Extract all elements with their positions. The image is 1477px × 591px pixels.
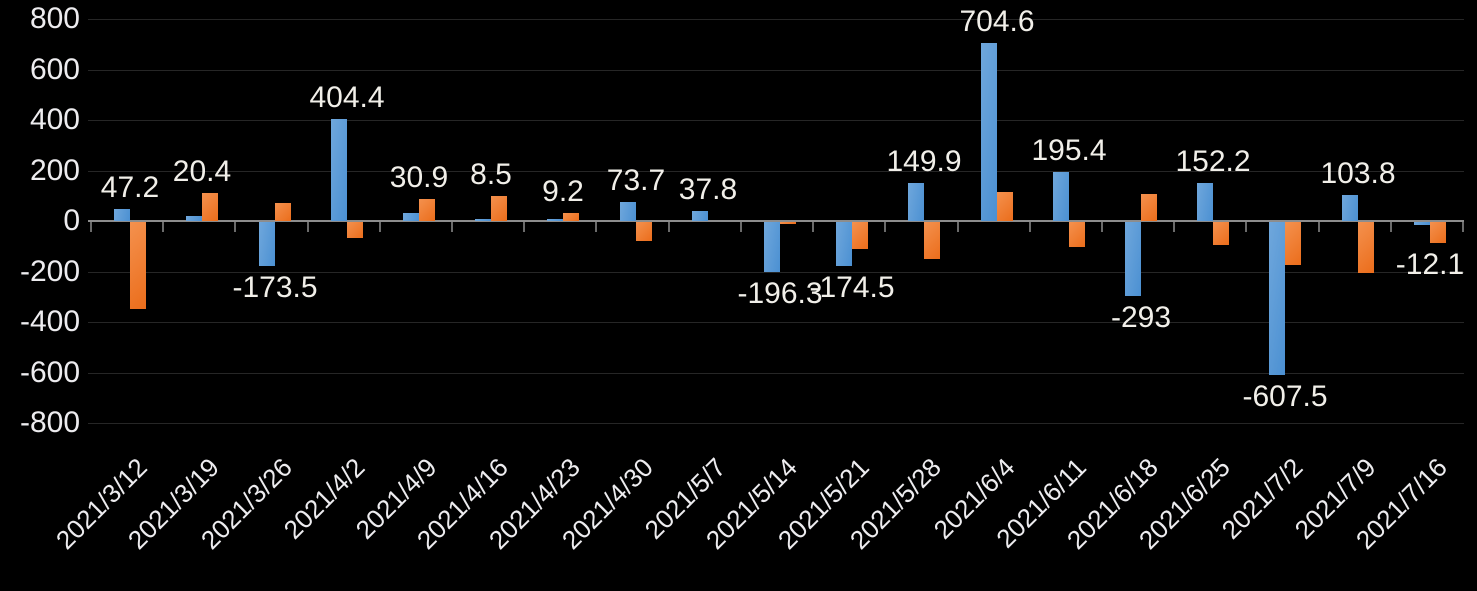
y-axis-label: -800	[19, 406, 80, 439]
blue-bar[interactable]	[1414, 222, 1430, 225]
axis-tick	[307, 222, 309, 232]
axis-tick	[523, 222, 525, 232]
gridline	[88, 120, 1464, 121]
y-axis-label: 200	[29, 154, 80, 187]
bar-value-label: 195.4	[1031, 134, 1107, 167]
blue-bar[interactable]	[1342, 195, 1358, 221]
axis-tick	[595, 222, 597, 232]
bar-value-label: -293	[1110, 301, 1172, 334]
blue-bar[interactable]	[331, 119, 347, 221]
bar-value-label: -12.1	[1395, 248, 1465, 281]
bar-value-label: 704.6	[959, 5, 1035, 38]
blue-bar[interactable]	[259, 222, 275, 266]
blue-bar[interactable]	[475, 219, 491, 221]
bar-value-label: 37.8	[678, 173, 738, 206]
x-axis-line	[88, 220, 1464, 222]
orange-bar[interactable]	[1358, 222, 1374, 273]
blue-bar[interactable]	[908, 183, 924, 221]
blue-bar[interactable]	[1053, 172, 1069, 221]
bar-value-label: 8.5	[470, 158, 512, 191]
axis-tick	[1318, 222, 1320, 232]
orange-bar[interactable]	[1285, 222, 1301, 265]
orange-bar[interactable]	[1430, 222, 1446, 243]
y-axis-label: -600	[19, 356, 80, 389]
axis-tick	[812, 222, 814, 232]
gridline	[88, 423, 1464, 424]
gridline	[88, 19, 1464, 20]
blue-bar[interactable]	[981, 43, 997, 221]
y-axis-label: 800	[29, 2, 80, 35]
axis-tick	[1245, 222, 1247, 232]
orange-bar[interactable]	[419, 199, 435, 221]
bar-value-label: -174.5	[809, 271, 895, 304]
y-axis-label: 0	[63, 204, 80, 237]
bar-value-label: 73.7	[606, 164, 666, 197]
axis-tick	[740, 222, 742, 232]
axis-tick	[1173, 222, 1175, 232]
orange-bar[interactable]	[924, 222, 940, 259]
blue-bar[interactable]	[836, 222, 852, 266]
bar-value-label: 47.2	[100, 171, 160, 204]
orange-bar[interactable]	[780, 222, 796, 224]
axis-tick	[234, 222, 236, 232]
blue-bar[interactable]	[547, 219, 563, 221]
y-axis-label: 600	[29, 53, 80, 86]
y-axis-label: -400	[19, 305, 80, 338]
blue-bar[interactable]	[620, 202, 636, 221]
axis-tick	[668, 222, 670, 232]
axis-tick	[957, 222, 959, 232]
orange-bar[interactable]	[997, 192, 1013, 221]
y-axis-label: 400	[29, 103, 80, 136]
blue-bar[interactable]	[764, 222, 780, 272]
orange-bar[interactable]	[563, 213, 579, 221]
axis-tick	[451, 222, 453, 232]
blue-bar[interactable]	[186, 216, 202, 221]
gridline	[88, 373, 1464, 374]
orange-bar[interactable]	[1141, 194, 1157, 221]
axis-tick	[379, 222, 381, 232]
bar-value-label: -173.5	[232, 271, 318, 304]
blue-bar[interactable]	[1269, 222, 1285, 375]
bar-value-label: 20.4	[172, 155, 232, 188]
orange-bar[interactable]	[275, 203, 291, 221]
bar-value-label: 149.9	[886, 145, 962, 178]
axis-tick	[1390, 222, 1392, 232]
orange-bar[interactable]	[852, 222, 868, 249]
gridline	[88, 272, 1464, 273]
axis-tick	[1029, 222, 1031, 232]
axis-tick	[90, 222, 92, 232]
bar-value-label: 9.2	[542, 175, 584, 208]
blue-bar[interactable]	[403, 213, 419, 221]
axis-tick	[1462, 222, 1464, 232]
orange-bar[interactable]	[130, 222, 146, 309]
bar-value-label: -196.3	[737, 277, 823, 310]
blue-bar[interactable]	[114, 209, 130, 221]
bar-value-label: -607.5	[1242, 380, 1328, 413]
blue-bar[interactable]	[1197, 183, 1213, 221]
bar-value-label: 103.8	[1320, 157, 1396, 190]
axis-tick	[162, 222, 164, 232]
bar-value-label: 152.2	[1175, 145, 1251, 178]
gridline	[88, 322, 1464, 323]
orange-bar[interactable]	[347, 222, 363, 238]
orange-bar[interactable]	[636, 222, 652, 241]
bar-value-label: 30.9	[389, 161, 449, 194]
orange-bar[interactable]	[202, 193, 218, 221]
orange-bar[interactable]	[1069, 222, 1085, 247]
bar-value-label: 404.4	[309, 81, 385, 114]
blue-bar[interactable]	[1125, 222, 1141, 296]
gridline	[88, 70, 1464, 71]
orange-bar[interactable]	[491, 196, 507, 221]
axis-tick	[884, 222, 886, 232]
blue-bar[interactable]	[692, 211, 708, 221]
orange-bar[interactable]	[1213, 222, 1229, 245]
gridline	[88, 171, 1464, 172]
y-axis-label: -200	[19, 255, 80, 288]
axis-tick	[1101, 222, 1103, 232]
